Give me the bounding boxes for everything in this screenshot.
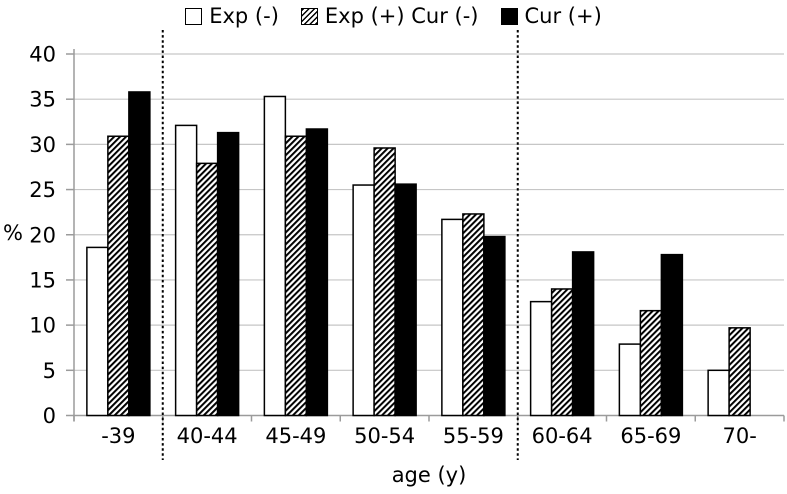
bar-c1-s2 [216, 131, 240, 417]
chart-legend: Exp (-) Exp (+) Cur (-) Cur (+) [0, 2, 787, 30]
y-tick-label: 30 [29, 133, 56, 157]
y-tick-label: 15 [29, 268, 56, 292]
bar-c6-s0 [618, 343, 642, 417]
bar-c5-s1 [550, 288, 574, 417]
bar-c4-s2 [483, 235, 506, 417]
bar-c6-s2 [660, 253, 684, 417]
y-tick-label: 25 [29, 178, 56, 202]
bar-c1-s1 [195, 162, 219, 417]
x-tick-label: 45-49 [265, 424, 326, 448]
y-tick-label: 40 [29, 43, 56, 67]
x-tick-label: 55-59 [443, 424, 504, 448]
bar-c7-s1 [728, 327, 751, 417]
bar-c5-s2 [571, 251, 595, 417]
legend-label-cur-pos: Cur (+) [524, 4, 602, 28]
bar-c3-s1 [373, 147, 396, 417]
x-tick-label: 50-54 [354, 424, 415, 448]
x-tick-label: 40-44 [177, 424, 238, 448]
bar-c3-s0 [352, 184, 375, 417]
bar-c2-s0 [263, 95, 287, 417]
bar-c5-s0 [529, 300, 553, 417]
x-axis-title: age (y) [391, 463, 467, 487]
bar-c4-s1 [462, 213, 485, 417]
bar-c4-s0 [441, 218, 464, 417]
legend-swatch-hatch-icon [300, 7, 318, 25]
bar-c2-s1 [284, 135, 308, 417]
x-tick-label: 60-64 [532, 424, 593, 448]
bar-c6-s1 [639, 309, 663, 417]
legend-swatch-black-icon [500, 7, 518, 25]
x-tick-label: 70- [722, 424, 756, 448]
y-tick-label: 5 [43, 359, 56, 383]
bar-c2-s2 [305, 128, 329, 417]
y-tick-label: 10 [29, 314, 56, 338]
bar-c3-s2 [394, 183, 417, 417]
bar-c0-s2 [128, 91, 151, 417]
y-tick-label: 35 [29, 88, 56, 112]
legend-label-exp-neg: Exp (-) [209, 4, 279, 28]
y-tick-label: 20 [29, 223, 56, 247]
bar-c0-s1 [107, 135, 130, 417]
y-tick-label: 0 [43, 404, 56, 428]
bar-c0-s0 [86, 246, 109, 417]
x-tick-label: -39 [101, 424, 135, 448]
bar-c7-s0 [707, 369, 730, 417]
legend-swatch-white-icon [185, 7, 203, 25]
bar-c1-s0 [174, 124, 198, 417]
legend-item-exp-neg: Exp (-) [185, 2, 279, 30]
legend-label-exp-pos-cur-neg: Exp (+) Cur (-) [324, 4, 479, 28]
x-tick-label: 65-69 [620, 424, 681, 448]
legend-item-exp-pos-cur-neg: Exp (+) Cur (-) [300, 2, 479, 30]
legend-item-cur-pos: Cur (+) [500, 2, 602, 30]
y-axis-title: % [3, 221, 23, 245]
